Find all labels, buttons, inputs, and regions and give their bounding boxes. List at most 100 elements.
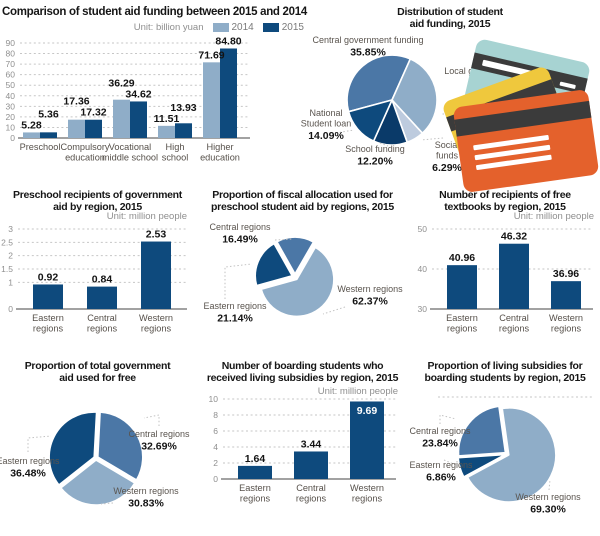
svg-text:1.64: 1.64	[245, 453, 266, 465]
svg-text:2: 2	[213, 458, 218, 468]
svg-text:90: 90	[6, 38, 16, 48]
svg-text:6: 6	[213, 426, 218, 436]
svg-text:0: 0	[213, 474, 218, 484]
card-magnetic-stripe	[454, 100, 592, 137]
svg-text:5.36: 5.36	[38, 108, 59, 120]
svg-text:13.93: 13.93	[170, 102, 196, 114]
svg-text:36.29: 36.29	[108, 77, 134, 89]
legend-2015-label: 2015	[281, 22, 304, 33]
unit-label: Unit: million people	[106, 211, 187, 222]
svg-text:1.5: 1.5	[1, 264, 13, 274]
funding-comparison-section: Comparison of student aid funding betwee…	[0, 0, 310, 184]
aid-used-for-free-pie-chart: Central regions 32.69% Western regions 30.8…	[0, 411, 190, 510]
svg-text:34.62: 34.62	[125, 88, 151, 100]
unit-label: Unit: million people	[513, 211, 594, 222]
svg-text:0.84: 0.84	[92, 274, 113, 286]
fiscal-allocation-section: Proportion of fiscal allocation used for…	[195, 185, 410, 357]
svg-text:Preschool: Preschool	[20, 142, 61, 152]
living-subsidies-pie-chart: Western regions 69.30% Eastern regions 6.86…	[409, 396, 594, 516]
svg-text:70: 70	[6, 59, 16, 69]
chart-legend: Unit: billion yuan 2014 2015	[90, 22, 304, 33]
svg-text:3: 3	[8, 224, 13, 234]
free-textbooks-bar-chart: 30 40 50 40.96 Eastern regions 46.32 Central reg…	[418, 224, 593, 334]
svg-text:4: 4	[213, 442, 218, 452]
svg-text:2.53: 2.53	[146, 229, 167, 241]
aid-used-for-free-section: Proportion of total government aid used …	[0, 358, 195, 536]
chart-title: Proportion of living subsidies for board…	[424, 360, 586, 385]
svg-text:50: 50	[418, 224, 428, 234]
chart-title: Preschool recipients of government aid b…	[13, 189, 182, 214]
legend-2014-label: 2014	[231, 22, 254, 33]
svg-text:40.96: 40.96	[449, 252, 475, 264]
svg-text:1: 1	[8, 277, 13, 287]
svg-text:50: 50	[6, 80, 16, 90]
boarding-students-section: Number of boarding students who received…	[195, 358, 410, 536]
svg-text:84.80: 84.80	[215, 35, 241, 47]
svg-text:80: 80	[6, 49, 16, 59]
unit-label: Unit: million people	[317, 386, 398, 397]
svg-text:20: 20	[6, 112, 16, 122]
svg-text:3.44: 3.44	[301, 438, 322, 450]
chart-title: Comparison of student aid funding betwee…	[2, 6, 307, 18]
chart-title: Number of boarding students who received…	[206, 360, 399, 385]
unit-label: Unit: billion yuan	[133, 22, 204, 33]
svg-text:40: 40	[6, 91, 16, 101]
svg-text:2.5: 2.5	[1, 237, 13, 247]
svg-text:10: 10	[6, 122, 16, 132]
funding-distribution-section: Distribution of student aid funding, 201…	[300, 0, 600, 194]
svg-text:10: 10	[209, 394, 219, 404]
living-subsidies-section: Proportion of living subsidies for board…	[409, 358, 600, 536]
legend-2015-swatch	[262, 23, 279, 32]
svg-text:2: 2	[8, 251, 13, 261]
fiscal-allocation-pie-chart: Western regions 62.37% Eastern regions 21.1…	[203, 222, 403, 325]
svg-text:17.32: 17.32	[80, 107, 106, 119]
chart-title: Number of recipients of free textbooks b…	[439, 189, 571, 214]
chart-title: Distribution of student aid funding, 201…	[397, 6, 503, 31]
free-textbooks-section: Number of recipients of free textbooks b…	[410, 185, 600, 357]
svg-text:46.32: 46.32	[501, 231, 527, 243]
svg-text:40: 40	[418, 264, 428, 274]
svg-text:8: 8	[213, 410, 218, 420]
legend-2014-swatch	[212, 23, 229, 32]
legend-item-2015: 2015	[262, 22, 304, 33]
svg-text:36.96: 36.96	[553, 268, 579, 280]
svg-text:30: 30	[418, 304, 428, 314]
svg-text:5.28: 5.28	[21, 119, 42, 131]
legend-item-2014: 2014	[212, 22, 254, 33]
svg-text:60: 60	[6, 70, 16, 80]
preschool-recipients-section: Preschool recipients of government aid b…	[0, 185, 195, 357]
chart-title: Proportion of fiscal allocation used for…	[211, 189, 394, 214]
svg-text:0.92: 0.92	[38, 271, 59, 283]
svg-text:30: 30	[6, 101, 16, 111]
svg-text:0: 0	[10, 133, 15, 143]
svg-text:71.69: 71.69	[198, 49, 224, 61]
